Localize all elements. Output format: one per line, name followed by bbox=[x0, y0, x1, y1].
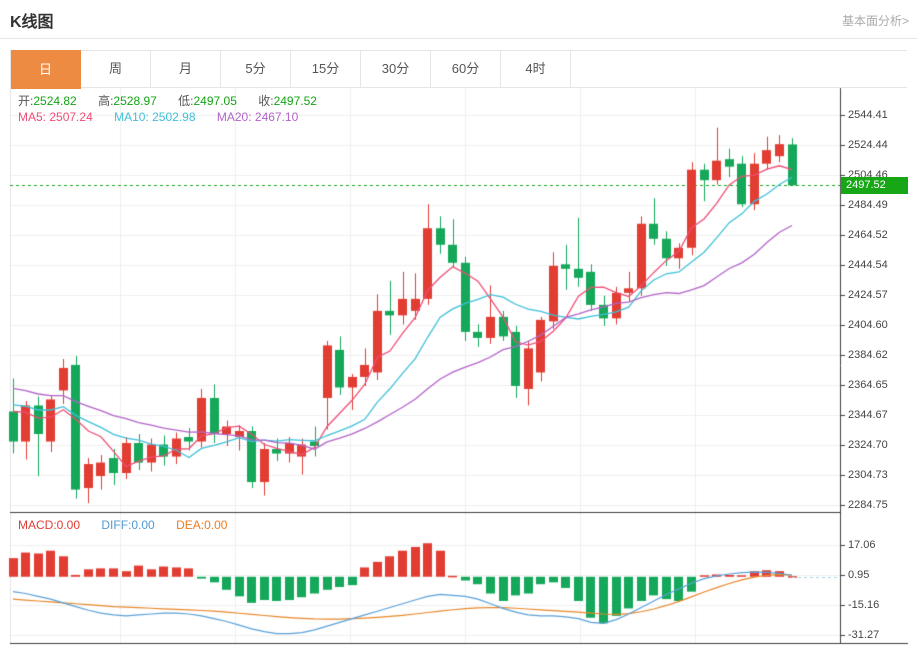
tab-5分[interactable]: 5分 bbox=[221, 51, 291, 87]
diff-legend-item: DIFF:0.00 bbox=[101, 518, 155, 532]
ma10-legend-item: MA10: 2502.98 bbox=[114, 110, 196, 124]
header-divider bbox=[0, 38, 917, 39]
price-axis-label: 2284.75 bbox=[848, 499, 888, 511]
price-axis-label: 2524.44 bbox=[848, 139, 888, 151]
tab-30分[interactable]: 30分 bbox=[361, 51, 431, 87]
current-price-badge: 2497.52 bbox=[841, 177, 908, 194]
page-title: K线图 bbox=[10, 14, 54, 31]
macd-axis-label: 17.06 bbox=[848, 539, 876, 551]
open-value: 2524.82 bbox=[33, 94, 77, 108]
ma20-legend-item: MA20: 2467.10 bbox=[216, 110, 299, 124]
low-value: 2497.05 bbox=[193, 94, 237, 108]
close-value: 2497.52 bbox=[273, 94, 317, 108]
price-axis-label: 2384.62 bbox=[848, 349, 888, 361]
price-axis-label: 2464.52 bbox=[848, 229, 888, 241]
tab-日[interactable]: 日 bbox=[11, 50, 81, 89]
tab-15分[interactable]: 15分 bbox=[291, 51, 361, 87]
high-value: 2528.97 bbox=[113, 94, 157, 108]
tab-4时[interactable]: 4时 bbox=[501, 51, 571, 87]
low-label: 低: bbox=[178, 94, 194, 108]
timeframe-tab-bar: 日周月 5分 15分 30分 60分 4时 bbox=[10, 50, 907, 89]
macd-axis-label: -31.27 bbox=[848, 629, 880, 641]
price-axis-label: 2364.65 bbox=[848, 379, 888, 391]
ma5-legend-item: MA5: 2507.24 bbox=[18, 110, 93, 124]
high-label: 高: bbox=[98, 94, 114, 108]
macd-legend-item: MACD:0.00 bbox=[18, 518, 81, 532]
ohlc-legend: 开:2524.82 高:2528.97 低:2497.05 收:2497.52 bbox=[18, 92, 317, 109]
close-label: 收: bbox=[258, 94, 274, 108]
price-axis-label: 2444.54 bbox=[848, 259, 888, 271]
tab-周[interactable]: 周 bbox=[81, 51, 151, 87]
open-label: 开: bbox=[18, 94, 34, 108]
macd-axis-label: 0.95 bbox=[848, 569, 870, 581]
price-axis-label: 2404.60 bbox=[848, 319, 888, 331]
macd-legend: MACD:0.00 DIFF:0.00 DEA:0.00 bbox=[18, 518, 227, 532]
tab-60分[interactable]: 60分 bbox=[431, 51, 501, 87]
price-axis-label: 2304.73 bbox=[848, 469, 888, 481]
tab-月[interactable]: 月 bbox=[151, 51, 221, 87]
macd-axis-label: -15.16 bbox=[848, 599, 880, 611]
fundamental-analysis-link[interactable]: 基本面分析> bbox=[841, 14, 909, 28]
price-axis-label: 2424.57 bbox=[848, 289, 888, 301]
price-axis-label: 2324.70 bbox=[848, 439, 888, 451]
price-axis-label: 2344.67 bbox=[848, 409, 888, 421]
price-axis-label: 2544.41 bbox=[848, 109, 888, 121]
price-axis-label: 2484.49 bbox=[848, 199, 888, 211]
ma-legend: MA5: 2507.24 MA10: 2502.98 MA20: 2467.10 bbox=[18, 110, 298, 124]
dea-legend-item: DEA:0.00 bbox=[176, 518, 228, 532]
